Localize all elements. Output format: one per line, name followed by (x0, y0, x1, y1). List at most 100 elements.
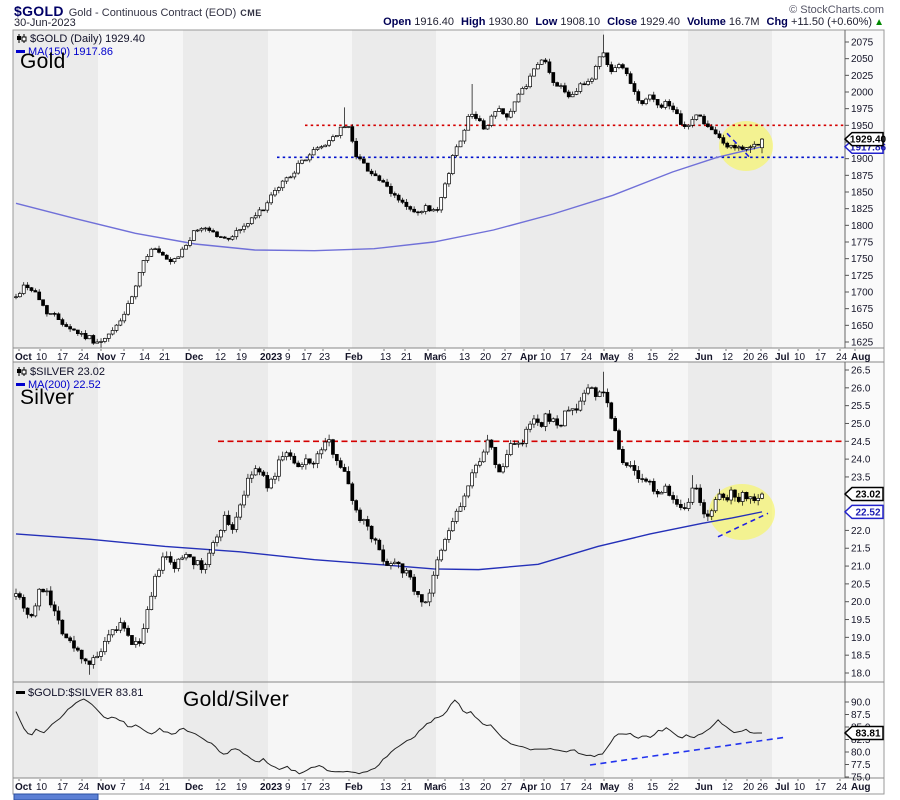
x-axis-tick-label: 19 (236, 782, 248, 793)
silver-y-tick-label: 20.5 (851, 579, 871, 590)
silver-month-band (98, 362, 183, 682)
x-axis-tick-label: 27 (501, 352, 513, 363)
quote-label: Chg (766, 16, 788, 28)
ratio-legend-symbol: $GOLD:$SILVER 83.81 (28, 687, 144, 699)
exchange-label: CME (240, 8, 262, 18)
ratio-y-tick-label: 80.0 (851, 748, 871, 759)
ratio-month-band (352, 682, 436, 778)
x-axis-tick-label: 24 (78, 782, 90, 793)
silver-y-tick-label: 24.0 (851, 455, 871, 466)
silver-y-tick-label: 25.0 (851, 419, 871, 430)
line-swatch (16, 690, 25, 694)
x-axis-tick-label: 23 (319, 352, 331, 363)
copyright-label: © StockCharts.com (789, 4, 884, 16)
x-axis-strip (13, 778, 884, 794)
quote-value: 1908.10 (557, 16, 601, 28)
chart-date: 30-Jun-2023 (14, 17, 76, 29)
x-axis-tick-label: Feb (345, 352, 363, 363)
x-axis-tick-label: Dec (185, 352, 204, 363)
silver-month-band (604, 362, 688, 682)
ratio-line (15, 698, 763, 775)
symbol-description: Gold - Continuous Contract (EOD) (68, 7, 237, 19)
y-axis-gutter (845, 30, 884, 778)
ratio-month-band (13, 682, 98, 778)
x-axis-tick-label: May (600, 782, 620, 793)
x-axis-tick-label: Aug (851, 782, 870, 793)
x-axis-tick-label: 13 (459, 782, 471, 793)
x-axis-tick-label: 6 (441, 352, 447, 363)
x-axis-tick-label: 21 (159, 782, 171, 793)
gold-legend-ma: MA(150) 1917.86 (28, 46, 113, 58)
silver-month-band (520, 362, 604, 682)
x-axis-strip (13, 348, 884, 362)
x-axis-tick-label: 12 (722, 352, 734, 363)
x-axis-tick-label: 8 (628, 782, 634, 793)
x-axis-tick-label: 22 (668, 352, 680, 363)
silver-ma-line (15, 511, 763, 571)
x-axis-tick-label: 17 (301, 352, 313, 363)
silver-y-tick-label: 26.5 (851, 366, 871, 377)
gold-legend-symbol: $GOLD (Daily) 1929.40 (30, 33, 145, 45)
silver-month-band (268, 362, 352, 682)
x-axis-tick-label: 12 (215, 782, 227, 793)
gold-y-tick-label: 2000 (851, 88, 874, 99)
ratio-month-band (604, 682, 688, 778)
x-axis-tick-label: 14 (139, 352, 151, 363)
ratio-month-band (268, 682, 352, 778)
x-axis-tick-label: 9 (285, 782, 291, 793)
x-axis-tick-label: 26 (757, 782, 769, 793)
x-axis-tick-label: 9 (285, 352, 291, 363)
silver-trend-segment (717, 512, 769, 538)
ratio-month-band (772, 682, 845, 778)
gold-highlight-ellipse (719, 121, 773, 171)
x-axis-tick-label: 15 (647, 782, 659, 793)
gold-y-tick-label: 1725 (851, 271, 874, 282)
gold-y-tick-label: 1800 (851, 221, 874, 232)
x-axis-tick-label: 21 (401, 352, 413, 363)
silver-y-tick-label: 23.5 (851, 472, 871, 483)
x-axis-tick-label: 24 (581, 782, 593, 793)
x-axis-tick-label: 17 (560, 782, 572, 793)
gold-panel-label: Gold (20, 50, 66, 73)
gold-y-tick-label: 1750 (851, 254, 874, 265)
x-axis-tick-label: 21 (401, 782, 413, 793)
gold-month-band (13, 30, 98, 348)
gold-y-tick-label: 1950 (851, 121, 874, 132)
quote-label: Close (607, 16, 638, 28)
x-axis-tick-label: Jun (695, 782, 713, 793)
ratio-y-tick-label: 77.5 (851, 760, 871, 771)
quote-bar: Open 1916.40 High 1930.80 Low 1908.10 Close… (376, 16, 884, 28)
svg-text:1917.86: 1917.86 (850, 142, 887, 153)
x-axis-tick-label: Jul (775, 352, 790, 363)
x-axis-tick-label: Mar (424, 782, 442, 793)
silver-y-tick-label: 19.5 (851, 615, 871, 626)
x-axis-tick-label: Nov (97, 782, 116, 793)
candlestick-icon (16, 34, 27, 46)
x-axis-tick-label: Mar (424, 352, 442, 363)
silver-month-band (352, 362, 436, 682)
silver-legend-symbol: $SILVER 23.02 (30, 366, 106, 378)
silver-legend: $SILVER 23.02 MA(200) 22.52 (16, 366, 105, 391)
ratio-price-tag: 83.81 (843, 725, 884, 741)
gold-y-tick-label: 1900 (851, 154, 874, 165)
ratio-month-band (520, 682, 604, 778)
ratio-panel-label: Gold/Silver (183, 688, 290, 711)
x-axis-tick-label: 24 (836, 352, 848, 363)
x-axis-tick-label: 10 (794, 352, 806, 363)
quote-value: +11.50 (+0.60%) (787, 16, 873, 28)
silver-y-tick-label: 21.0 (851, 562, 871, 573)
silver-y-tick-label: 18.5 (851, 651, 871, 662)
gold-month-band (436, 30, 520, 348)
silver-y-tick-label: 26.0 (851, 383, 871, 394)
x-axis-tick-label: 20 (480, 782, 492, 793)
x-axis-tick-label: 10 (36, 352, 48, 363)
silver-legend-ma: MA(200) 22.52 (28, 379, 101, 391)
quote-value: 1916.40 (411, 16, 455, 28)
x-axis-tick-label: 17 (815, 352, 827, 363)
quote-value: 16.7M (725, 16, 760, 28)
candlestick-icon (16, 367, 27, 379)
gold-y-tick-label: 2050 (851, 54, 874, 65)
x-axis-tick-label: 27 (501, 782, 513, 793)
